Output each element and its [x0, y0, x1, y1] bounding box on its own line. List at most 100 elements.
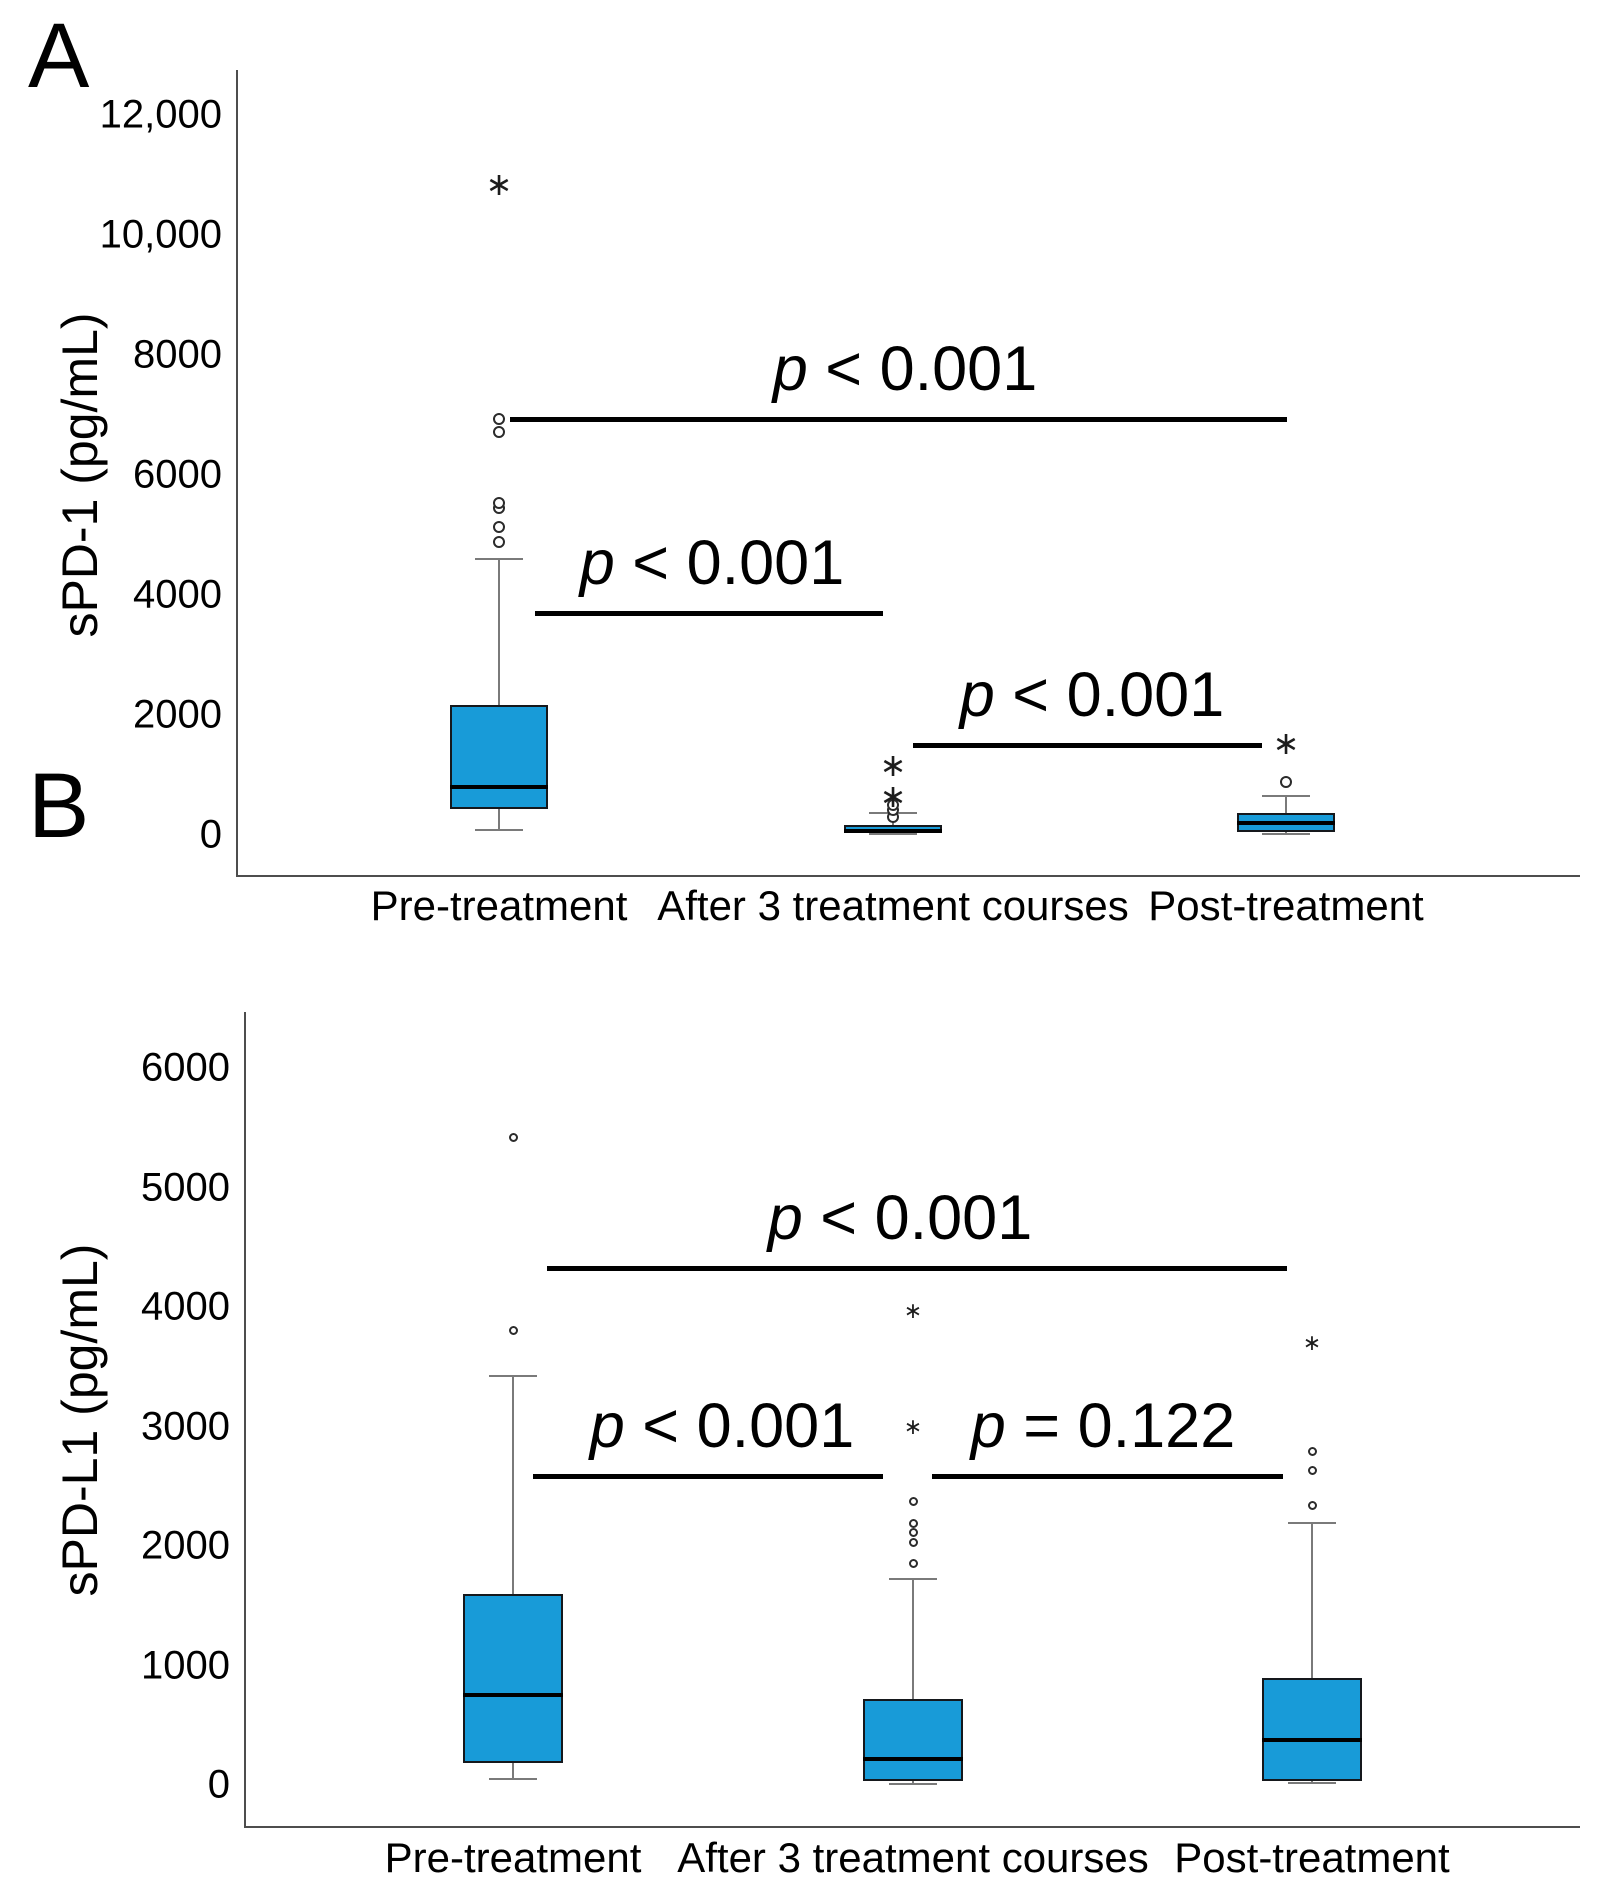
- y-tick-label: 4000: [141, 1284, 230, 1329]
- x-category-label: Post-treatment: [1174, 1834, 1450, 1881]
- whisker-cap-bottom: [869, 833, 917, 836]
- whisker: [1311, 1523, 1313, 1783]
- outlier-circle-marker: [887, 799, 899, 811]
- p-value-label: p < 0.001: [768, 1182, 1033, 1254]
- p-symbol: p: [772, 334, 808, 404]
- outlier-circle-marker: [1280, 776, 1292, 789]
- panel-a-letter: A: [28, 5, 90, 107]
- y-axis-line: [236, 70, 238, 877]
- outlier-star-marker: ∗: [879, 746, 907, 783]
- median-line: [450, 785, 548, 789]
- outlier-star-marker: ∗: [879, 778, 907, 814]
- p-value-text: < 0.001: [994, 660, 1225, 730]
- x-category-label: After 3 treatment courses: [657, 882, 1129, 929]
- whisker: [912, 1579, 914, 1784]
- p-value-label: p < 0.001: [773, 333, 1038, 405]
- box: [863, 1698, 963, 1782]
- whisker-cap-top: [1288, 1522, 1336, 1525]
- p-value-label: p = 0.122: [971, 1390, 1236, 1462]
- p-value-bracket-line: [932, 1474, 1283, 1479]
- y-axis-line: [244, 1012, 246, 1828]
- y-tick-label: 3000: [141, 1404, 230, 1448]
- y-tick-label: 2000: [133, 692, 222, 737]
- whisker-cap-top: [1262, 795, 1310, 797]
- y-tick-label: 6000: [133, 452, 222, 497]
- p-value-bracket-line: [535, 611, 883, 616]
- p-value-text: < 0.001: [807, 334, 1038, 404]
- outlier-circle-marker: [908, 1518, 918, 1528]
- p-value-text: < 0.001: [802, 1183, 1033, 1253]
- p-value-label: p < 0.001: [590, 1390, 855, 1462]
- x-category-label: After 3 treatment courses: [677, 1834, 1149, 1881]
- y-tick-label: 4000: [133, 572, 222, 617]
- p-symbol: p: [959, 660, 995, 730]
- box: [450, 704, 548, 810]
- outlier-circle-marker: [493, 536, 505, 549]
- whisker: [498, 559, 500, 831]
- p-symbol: p: [579, 528, 615, 598]
- p-value-text: = 0.122: [1005, 1391, 1236, 1461]
- x-axis-line: [236, 875, 1580, 877]
- y-tick-label: 12,000: [99, 92, 222, 137]
- whisker-cap-bottom: [1288, 1781, 1336, 1784]
- outlier-star-marker: ∗: [1302, 1329, 1322, 1355]
- x-category-label: Post-treatment: [1148, 882, 1424, 929]
- p-value-bracket-line: [913, 743, 1262, 748]
- whisker-cap-bottom: [475, 829, 523, 832]
- p-symbol: p: [767, 1183, 803, 1253]
- outlier-circle-marker: [1307, 1500, 1317, 1510]
- outlier-circle-marker: [493, 413, 505, 426]
- y-tick-label: 1000: [141, 1643, 230, 1687]
- whisker-cap-top: [475, 558, 523, 560]
- outlier-star-marker: ∗: [903, 1413, 923, 1439]
- y-tick-label: 5000: [141, 1165, 230, 1209]
- outlier-star-marker: ∗: [485, 166, 513, 202]
- outlier-star-marker: ∗: [1272, 725, 1300, 762]
- outlier-circle-marker: [1307, 1466, 1317, 1476]
- median-line: [863, 1756, 963, 1761]
- outlier-circle-marker: [908, 1537, 918, 1547]
- median-line: [1262, 1737, 1362, 1742]
- p-value-label: p < 0.001: [960, 659, 1225, 731]
- p-value-text: < 0.001: [624, 1391, 855, 1461]
- panel-b-letter: B: [28, 755, 90, 857]
- p-symbol: p: [589, 1391, 625, 1461]
- whisker: [512, 1376, 514, 1779]
- x-axis-line: [244, 1826, 1580, 1828]
- p-value-label: p < 0.001: [580, 527, 845, 599]
- y-tick-label: 6000: [141, 1045, 230, 1090]
- whisker-cap-top: [489, 1375, 537, 1378]
- p-value-bracket-line: [533, 1474, 883, 1479]
- box: [463, 1593, 563, 1764]
- outlier-circle-marker: [508, 1132, 518, 1142]
- median-line: [844, 828, 942, 833]
- whisker-cap-bottom: [889, 1782, 937, 1785]
- y-tick-label: 8000: [133, 332, 222, 377]
- x-category-label: Pre-treatment: [370, 882, 628, 929]
- outlier-circle-marker: [1307, 1447, 1317, 1457]
- x-category-label: Pre-treatment: [384, 1834, 642, 1881]
- whisker-cap-top: [889, 1578, 937, 1581]
- p-value-bracket-line: [510, 417, 1287, 422]
- whisker-cap-bottom: [1262, 833, 1310, 836]
- whisker: [892, 812, 894, 835]
- outlier-circle-marker: [493, 425, 505, 438]
- outlier-circle-marker: [508, 1326, 518, 1336]
- p-value-bracket-line: [547, 1266, 1287, 1271]
- median-line: [1237, 821, 1335, 825]
- outlier-circle-marker: [908, 1559, 918, 1569]
- y-tick-label: 0: [207, 1762, 230, 1807]
- y-tick-label: 2000: [141, 1523, 230, 1568]
- y-tick-label: 0: [199, 812, 222, 857]
- p-value-text: < 0.001: [614, 528, 845, 598]
- y-tick-label: 10,000: [99, 212, 222, 257]
- outlier-circle-marker: [908, 1497, 918, 1507]
- box: [1262, 1678, 1362, 1782]
- outlier-circle-marker: [493, 521, 505, 534]
- outlier-circle-marker: [493, 497, 505, 510]
- outlier-star-marker: ∗: [903, 1297, 923, 1323]
- p-symbol: p: [970, 1391, 1006, 1461]
- whisker-cap-bottom: [489, 1778, 537, 1781]
- outlier-circle-marker: [908, 1528, 918, 1538]
